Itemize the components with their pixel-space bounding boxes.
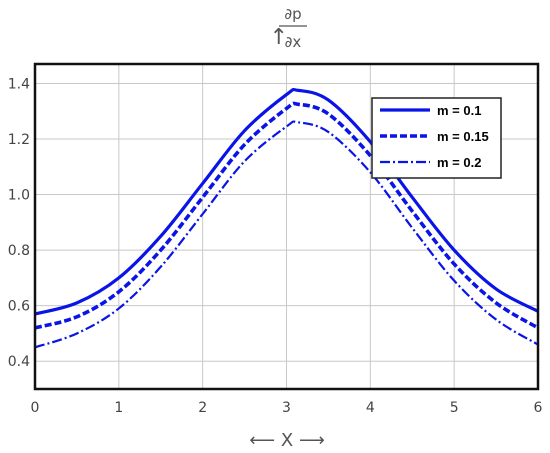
y-tick-label: 0.8 <box>8 243 30 259</box>
x-tick-label: 6 <box>534 400 543 416</box>
y-axis-label-denominator: ∂x <box>285 33 302 51</box>
x-axis-label-text: X <box>281 430 293 451</box>
x-tick-label: 5 <box>450 400 459 416</box>
legend-label: m = 0.15 <box>437 129 489 144</box>
legend-label: m = 0.2 <box>437 155 481 170</box>
series-line-3 <box>34 120 539 349</box>
series-lines <box>34 87 539 349</box>
y-tick-label: 1.4 <box>8 76 30 92</box>
y-axis-up-arrow: ↑ <box>270 25 288 50</box>
y-tick-label: 1.2 <box>8 132 30 148</box>
plot-frame <box>33 62 540 391</box>
y-axis-label-numerator: ∂p <box>284 5 301 23</box>
y-tick-label: 0.4 <box>8 354 30 370</box>
y-axis-label: ↑ ∂p ∂x <box>270 5 307 51</box>
y-tick-label: 1.0 <box>8 188 30 204</box>
legend: m = 0.1 m = 0.15 m = 0.2 <box>371 97 502 179</box>
x-axis-label: ⟵ X ⟶ <box>249 430 325 451</box>
x-tick-label: 0 <box>31 400 40 416</box>
legend-label: m = 0.1 <box>437 103 481 118</box>
x-tick-label: 1 <box>114 400 123 416</box>
x-tick-label: 3 <box>282 400 291 416</box>
series-line-2 <box>34 101 539 330</box>
x-tick-label: 4 <box>366 400 375 416</box>
x-tick-label: 2 <box>198 400 207 416</box>
x-axis-right-arrow: ⟶ <box>299 430 325 451</box>
x-axis-left-arrow: ⟵ <box>249 430 275 451</box>
y-tick-label: 0.6 <box>8 299 30 315</box>
tick-labels: 0 1 2 3 4 5 6 0.4 0.6 0.8 1.0 1.2 1.4 <box>8 76 543 416</box>
series-line-1 <box>34 87 539 316</box>
